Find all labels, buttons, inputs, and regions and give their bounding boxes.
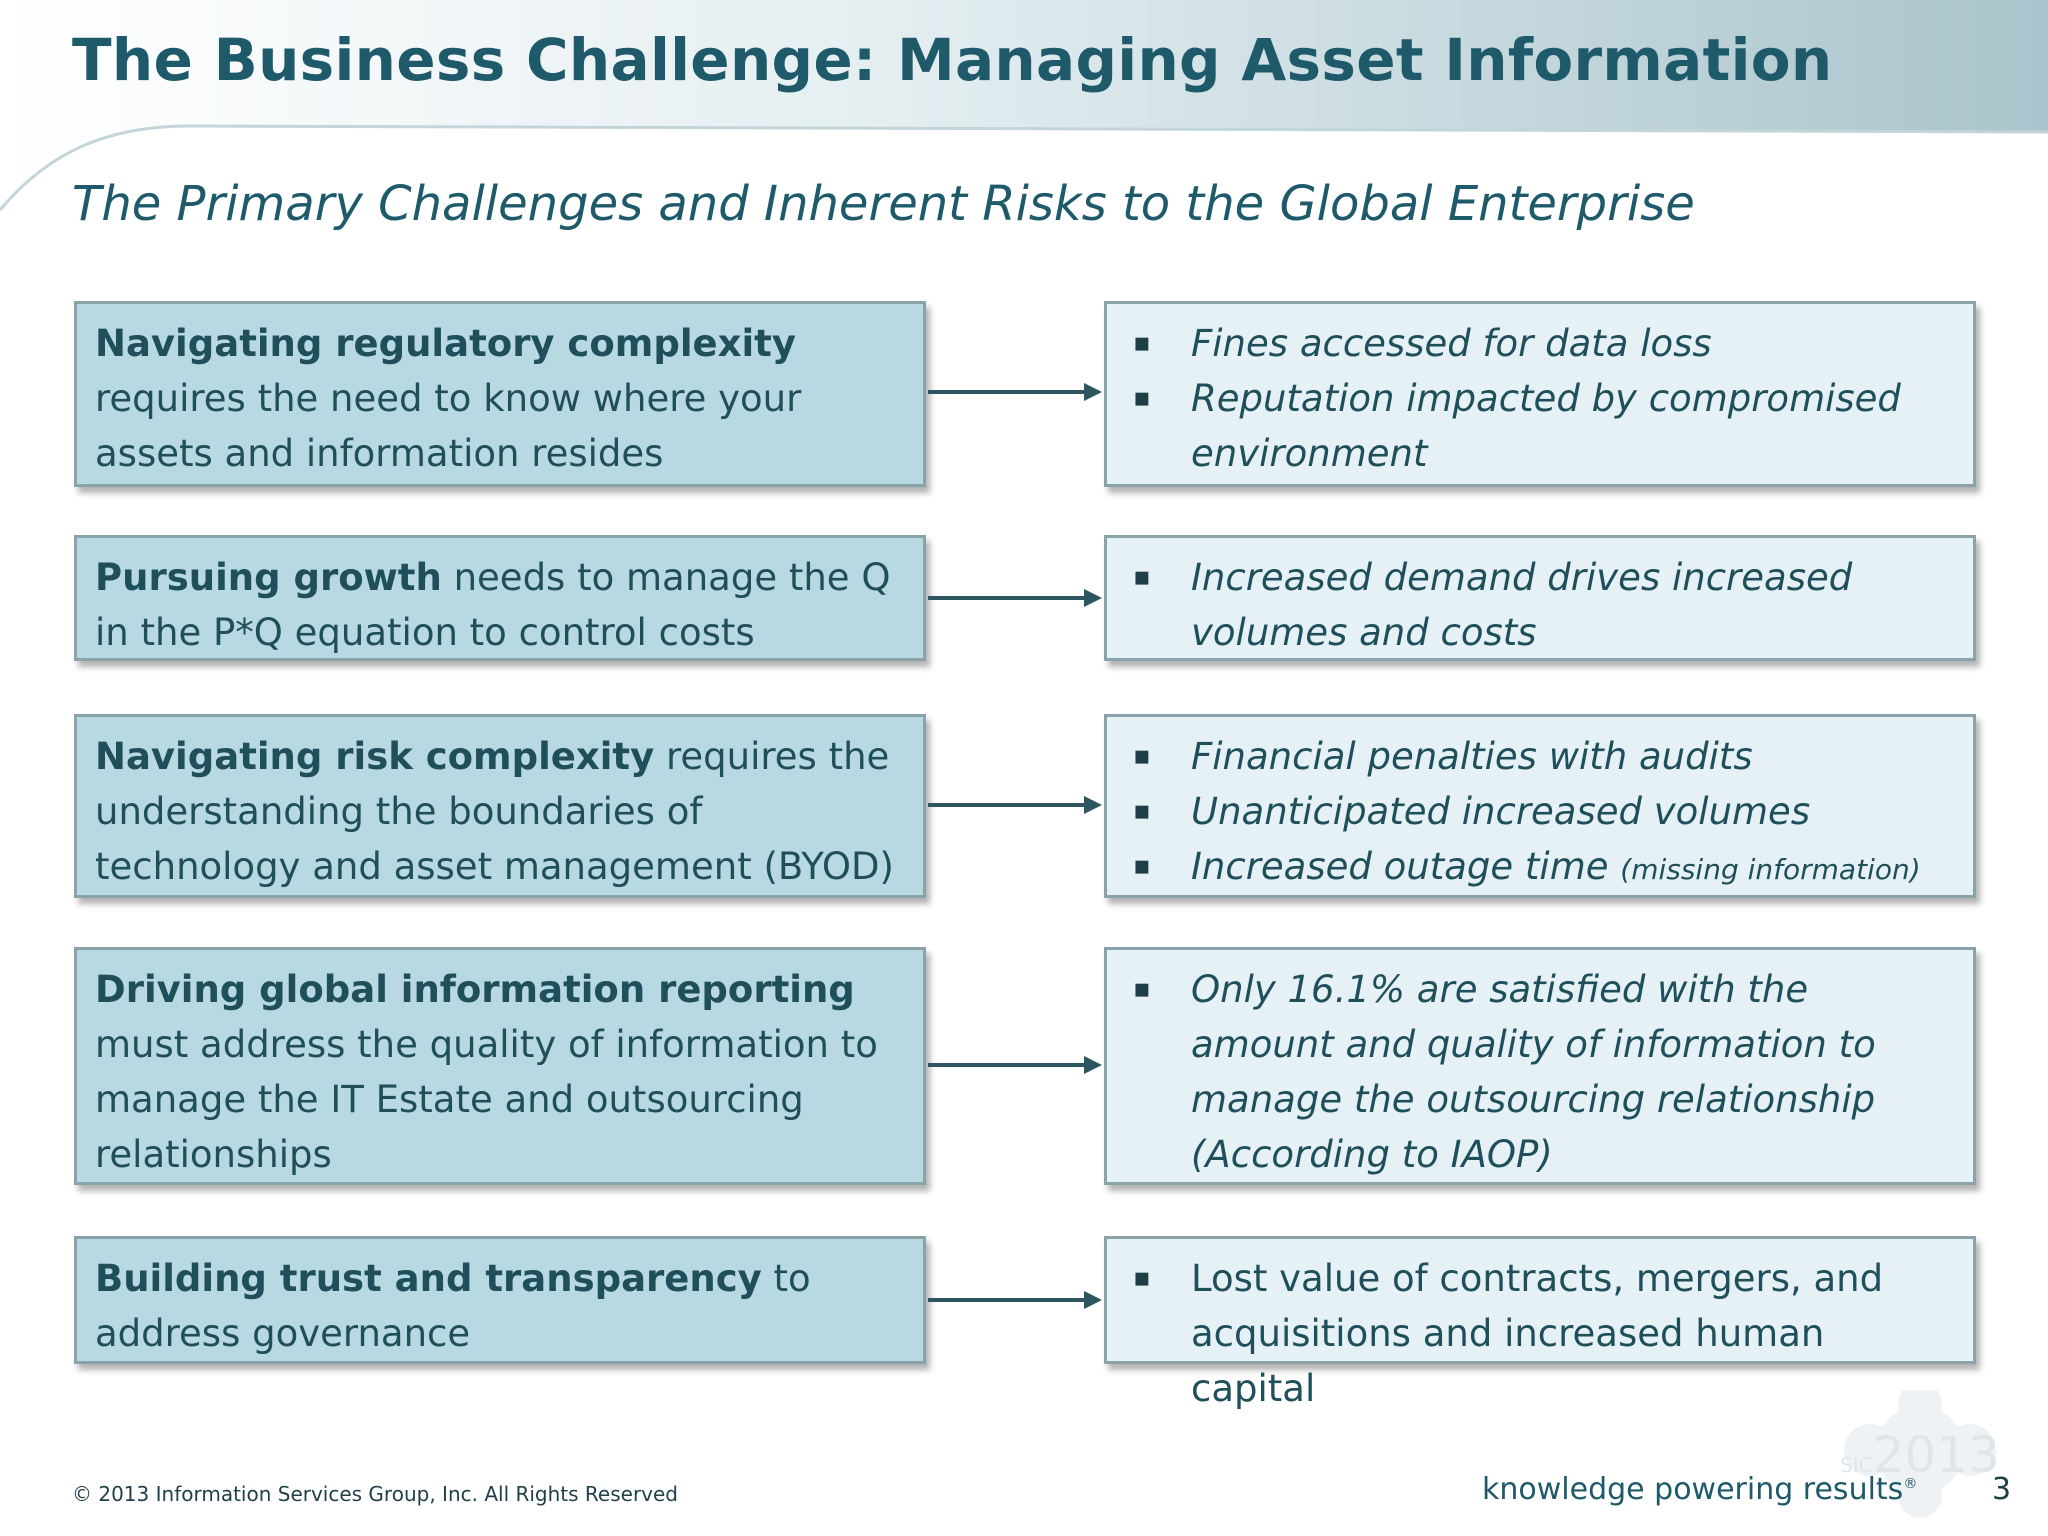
page-number: 3 xyxy=(1992,1472,2012,1507)
challenge-heading: Driving global information reporting xyxy=(95,968,855,1011)
bullet-icon: ▪ xyxy=(1133,1263,1151,1293)
risk-box: ▪ Financial penalties with audits ▪ Unanti… xyxy=(1104,714,1976,898)
risk-item: ▪ Unanticipated increased volumes xyxy=(1123,784,1957,839)
challenge-text: must address the quality of information … xyxy=(95,1023,878,1176)
risk-text: Increased demand drives increased volume… xyxy=(1191,556,1853,654)
bullet-icon: ▪ xyxy=(1133,328,1151,358)
arrow-icon xyxy=(928,796,1102,814)
risk-item: ▪ Fines accessed for data loss xyxy=(1123,316,1957,371)
bullet-icon: ▪ xyxy=(1133,851,1151,881)
slide-title: The Business Challenge: Managing Asset I… xyxy=(72,26,1833,94)
bullet-icon: ▪ xyxy=(1133,741,1151,771)
risk-text: Lost value of contracts, mergers, and ac… xyxy=(1191,1257,1884,1410)
challenge-heading: Navigating regulatory complexity xyxy=(95,322,796,365)
challenge-box: Driving global information reporting mus… xyxy=(74,947,926,1185)
challenge-text: needs to manage the Q in the P*Q equatio… xyxy=(95,556,891,654)
brand-tagline: knowledge powering results® xyxy=(1482,1472,1918,1507)
challenge-text: requires the understanding the boundarie… xyxy=(95,735,894,888)
bullet-icon: ▪ xyxy=(1133,974,1151,1004)
risk-item: ▪ Only 16.1% are satisfied with the amoun… xyxy=(1123,962,1957,1182)
risk-item: ▪ Financial penalties with audits xyxy=(1123,729,1957,784)
risk-text: Financial penalties with audits xyxy=(1191,735,1753,778)
challenge-box: Navigating regulatory complexity require… xyxy=(74,301,926,487)
risk-item: ▪ Reputation impacted by compromised envi… xyxy=(1123,371,1957,481)
arrow-icon xyxy=(928,1056,1102,1074)
challenge-text: requires the need to know where your ass… xyxy=(95,377,802,475)
risk-item: ▪ Increased demand drives increased volum… xyxy=(1123,550,1957,660)
risk-text: Increased outage time xyxy=(1191,845,1621,888)
challenge-heading: Pursuing growth xyxy=(95,556,442,599)
risk-text: Unanticipated increased volumes xyxy=(1191,790,1811,833)
copyright-text: © 2013 Information Services Group, Inc. … xyxy=(72,1482,679,1506)
arrow-icon xyxy=(928,589,1102,607)
risk-box: ▪ Lost value of contracts, mergers, and a… xyxy=(1104,1236,1976,1410)
bullet-icon: ▪ xyxy=(1133,796,1151,826)
bullet-icon: ▪ xyxy=(1133,562,1151,592)
arrow-icon xyxy=(928,1291,1102,1309)
risk-text: Only 16.1% are satisfied with the amount… xyxy=(1191,968,1876,1176)
risk-item: ▪ Increased outage time (missing informat… xyxy=(1123,839,1957,897)
slide-subtitle: The Primary Challenges and Inherent Risk… xyxy=(72,176,1695,232)
sic-logo-text: SIC2013 xyxy=(1840,1426,2000,1484)
header-band xyxy=(0,0,2048,211)
risk-item: ▪ Lost value of contracts, mergers, and a… xyxy=(1123,1251,1957,1416)
challenge-heading: Navigating risk complexity xyxy=(95,735,655,778)
challenge-text: to address governance xyxy=(95,1257,811,1355)
arrow-icon xyxy=(928,383,1102,401)
risk-box: ▪ Fines accessed for data loss ▪ Reputatio… xyxy=(1104,301,1976,487)
challenge-box: Navigating risk complexity requires the … xyxy=(74,714,926,898)
bullet-icon: ▪ xyxy=(1133,383,1151,413)
risk-text: Reputation impacted by compromised envir… xyxy=(1191,377,1901,475)
challenge-box: Building trust and transparency to addre… xyxy=(74,1236,926,1364)
risk-box: ▪ Only 16.1% are satisfied with the amoun… xyxy=(1104,947,1976,1185)
risk-note: (missing information) xyxy=(1620,853,1921,886)
sic-logo xyxy=(1844,1390,1996,1518)
challenge-box: Pursuing growth needs to manage the Q in… xyxy=(74,535,926,661)
risk-box: ▪ Increased demand drives increased volum… xyxy=(1104,535,1976,661)
challenge-heading: Building trust and transparency xyxy=(95,1257,762,1300)
risk-text: Fines accessed for data loss xyxy=(1191,322,1712,365)
